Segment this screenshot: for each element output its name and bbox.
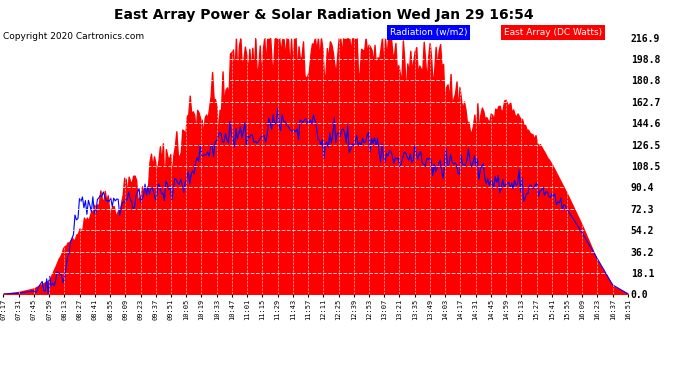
Text: Radiation (w/m2): Radiation (w/m2) (390, 28, 467, 37)
Text: East Array Power & Solar Radiation Wed Jan 29 16:54: East Array Power & Solar Radiation Wed J… (115, 8, 534, 21)
Text: East Array (DC Watts): East Array (DC Watts) (504, 28, 602, 37)
Text: Copyright 2020 Cartronics.com: Copyright 2020 Cartronics.com (3, 32, 145, 41)
